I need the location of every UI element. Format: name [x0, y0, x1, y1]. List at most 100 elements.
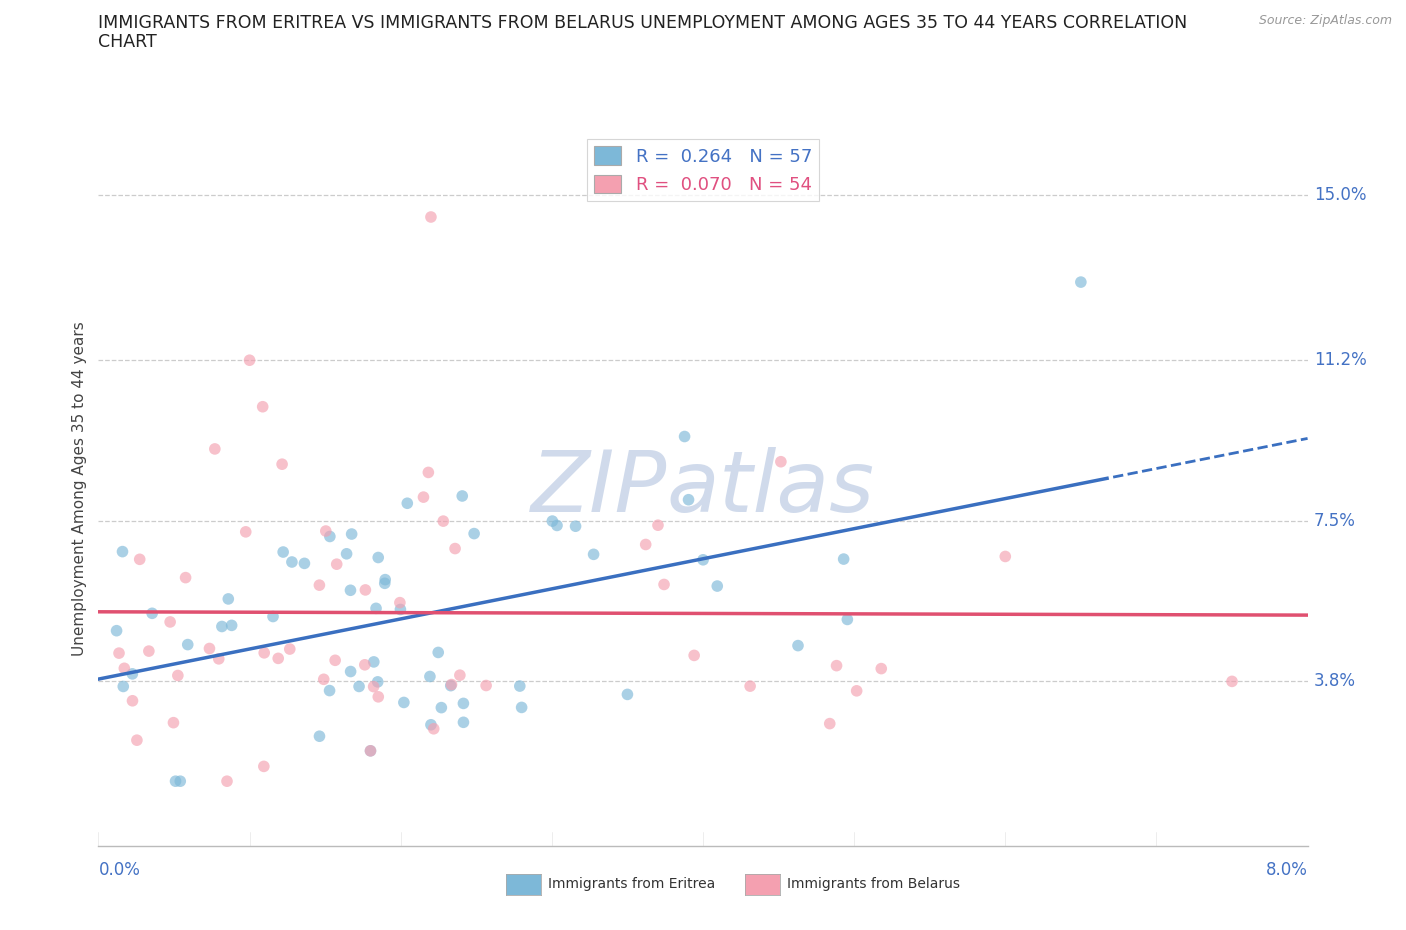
Point: [706, 578, 728, 593]
Point: [870, 661, 893, 676]
Point: [453, 696, 475, 711]
Point: [1220, 674, 1243, 689]
Point: [453, 715, 475, 730]
Point: [818, 716, 841, 731]
Point: [169, 774, 191, 789]
Y-axis label: Unemployment Among Ages 35 to 44 years: Unemployment Among Ages 35 to 44 years: [72, 321, 87, 656]
Point: [564, 519, 586, 534]
Point: [510, 700, 533, 715]
Point: [359, 743, 381, 758]
Point: [451, 488, 474, 503]
Point: [325, 557, 347, 572]
Point: [422, 722, 444, 737]
Point: [440, 677, 463, 692]
Point: [108, 645, 131, 660]
Point: [308, 729, 330, 744]
Point: [363, 679, 385, 694]
Point: [994, 549, 1017, 564]
Point: [430, 700, 453, 715]
Point: [198, 641, 221, 656]
Point: [252, 399, 274, 414]
Point: [364, 601, 387, 616]
Point: [444, 541, 467, 556]
Point: [769, 454, 792, 469]
Point: [740, 679, 762, 694]
Point: [262, 609, 284, 624]
Point: [340, 526, 363, 541]
Legend: R =  0.264   N = 57, R =  0.070   N = 54: R = 0.264 N = 57, R = 0.070 N = 54: [586, 140, 820, 202]
Text: 11.2%: 11.2%: [1313, 352, 1367, 369]
Point: [221, 618, 243, 632]
Point: [359, 743, 381, 758]
Point: [239, 352, 262, 367]
Text: 0.0%: 0.0%: [98, 860, 141, 879]
Point: [162, 715, 184, 730]
Point: [111, 544, 134, 559]
Point: [353, 658, 375, 672]
Point: [692, 552, 714, 567]
Point: [121, 667, 143, 682]
Point: [159, 615, 181, 630]
Point: [837, 612, 859, 627]
Text: Immigrants from Eritrea: Immigrants from Eritrea: [548, 877, 716, 892]
Point: [215, 774, 238, 789]
Point: [294, 556, 316, 571]
Point: [312, 671, 335, 686]
Point: [339, 664, 361, 679]
Point: [208, 651, 231, 666]
Point: [128, 551, 150, 566]
Point: [281, 554, 304, 569]
Point: [271, 545, 294, 560]
Point: [582, 547, 605, 562]
Point: [389, 602, 412, 617]
Point: [112, 661, 135, 676]
Point: [271, 457, 294, 472]
Point: [235, 525, 257, 539]
Point: [121, 694, 143, 709]
Text: 3.8%: 3.8%: [1313, 672, 1355, 690]
Text: IMMIGRANTS FROM ERITREA VS IMMIGRANTS FROM BELARUS UNEMPLOYMENT AMONG AGES 35 TO: IMMIGRANTS FROM ERITREA VS IMMIGRANTS FR…: [98, 14, 1188, 32]
Point: [125, 733, 148, 748]
Point: [336, 546, 359, 561]
Point: [363, 655, 385, 670]
Point: [412, 490, 434, 505]
Point: [166, 668, 188, 683]
Point: [204, 442, 226, 457]
Point: [267, 651, 290, 666]
Point: [308, 578, 330, 592]
Text: Immigrants from Belarus: Immigrants from Belarus: [787, 877, 960, 892]
Point: [825, 658, 848, 673]
Point: [165, 774, 187, 789]
Point: [652, 577, 675, 591]
Point: [253, 645, 276, 660]
Point: [174, 570, 197, 585]
Point: [367, 674, 389, 689]
Point: [367, 689, 389, 704]
Point: [374, 576, 396, 591]
Point: [541, 513, 564, 528]
Point: [616, 687, 638, 702]
Point: [546, 518, 568, 533]
Text: atlas: atlas: [666, 446, 875, 530]
Point: [354, 582, 377, 597]
Point: [463, 526, 485, 541]
Point: [419, 717, 441, 732]
Point: [141, 605, 163, 620]
Point: [396, 496, 419, 511]
Point: [217, 591, 239, 606]
Text: Source: ZipAtlas.com: Source: ZipAtlas.com: [1258, 14, 1392, 27]
Point: [419, 669, 441, 684]
Point: [683, 648, 706, 663]
Point: [787, 638, 810, 653]
Point: [678, 492, 700, 507]
Point: [319, 529, 342, 544]
Point: [105, 623, 128, 638]
Point: [419, 209, 441, 224]
Point: [449, 668, 471, 683]
Point: [112, 679, 135, 694]
Point: [845, 684, 868, 698]
Point: [177, 637, 200, 652]
Point: [418, 465, 440, 480]
Point: [509, 679, 531, 694]
Text: CHART: CHART: [98, 33, 157, 50]
